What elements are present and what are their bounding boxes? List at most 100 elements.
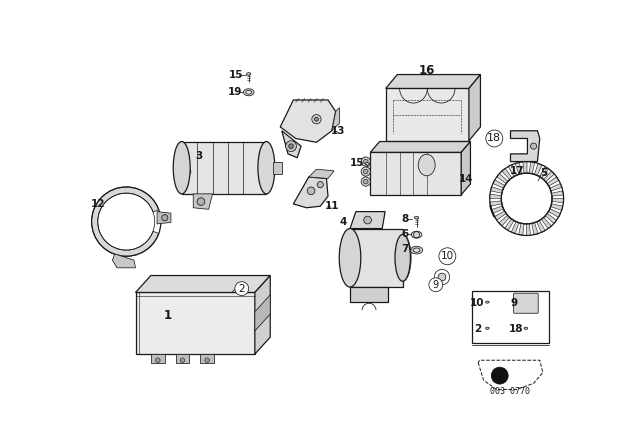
Polygon shape	[524, 327, 527, 329]
Wedge shape	[540, 167, 548, 178]
FancyBboxPatch shape	[513, 293, 538, 313]
Circle shape	[429, 278, 443, 292]
Polygon shape	[136, 276, 270, 293]
Polygon shape	[255, 276, 270, 354]
Text: 9: 9	[510, 298, 517, 308]
Wedge shape	[552, 191, 563, 196]
Circle shape	[361, 177, 371, 186]
Wedge shape	[541, 217, 552, 228]
Polygon shape	[415, 216, 419, 219]
Ellipse shape	[395, 234, 410, 281]
Text: 003 0770: 003 0770	[490, 387, 531, 396]
Text: 8: 8	[401, 214, 408, 224]
Polygon shape	[200, 354, 214, 363]
Polygon shape	[151, 354, 164, 363]
Text: 19: 19	[228, 87, 242, 97]
Circle shape	[180, 358, 185, 362]
Wedge shape	[523, 162, 527, 173]
Polygon shape	[371, 152, 461, 195]
Text: 10: 10	[441, 251, 454, 261]
Ellipse shape	[418, 154, 435, 176]
Polygon shape	[461, 142, 470, 195]
Wedge shape	[493, 180, 505, 188]
Wedge shape	[499, 215, 509, 226]
Wedge shape	[495, 211, 506, 220]
Polygon shape	[246, 73, 251, 75]
Wedge shape	[552, 198, 564, 203]
Polygon shape	[386, 74, 481, 88]
Text: 12: 12	[92, 199, 106, 209]
Wedge shape	[515, 162, 522, 174]
Polygon shape	[371, 142, 470, 152]
Circle shape	[162, 215, 168, 221]
Polygon shape	[293, 177, 328, 208]
Ellipse shape	[243, 89, 254, 96]
Wedge shape	[548, 209, 561, 217]
Circle shape	[364, 179, 368, 184]
Text: 18: 18	[509, 324, 523, 334]
Polygon shape	[113, 254, 136, 268]
Wedge shape	[543, 171, 554, 182]
Circle shape	[205, 358, 209, 362]
Circle shape	[235, 282, 249, 296]
Circle shape	[314, 117, 318, 121]
Polygon shape	[157, 211, 171, 224]
Polygon shape	[386, 88, 469, 141]
Polygon shape	[350, 228, 403, 287]
Polygon shape	[486, 301, 489, 303]
Text: 3: 3	[195, 151, 202, 161]
Circle shape	[361, 157, 371, 166]
Circle shape	[156, 358, 160, 362]
Text: 14: 14	[460, 173, 474, 184]
Text: 10: 10	[470, 298, 484, 308]
Text: 18: 18	[487, 134, 501, 143]
Polygon shape	[332, 108, 340, 131]
Wedge shape	[551, 204, 563, 210]
Wedge shape	[508, 164, 516, 177]
Polygon shape	[350, 287, 388, 302]
Polygon shape	[472, 291, 549, 343]
Ellipse shape	[173, 142, 190, 194]
Wedge shape	[529, 162, 535, 174]
Text: 9: 9	[433, 280, 439, 290]
Circle shape	[439, 248, 456, 265]
Circle shape	[501, 173, 552, 224]
Ellipse shape	[258, 142, 275, 194]
Polygon shape	[308, 169, 334, 178]
Wedge shape	[545, 213, 557, 224]
Text: 17: 17	[509, 166, 524, 176]
Ellipse shape	[410, 246, 422, 254]
Polygon shape	[282, 131, 301, 158]
Circle shape	[364, 159, 368, 164]
Circle shape	[289, 144, 293, 148]
Polygon shape	[486, 327, 489, 329]
Polygon shape	[175, 354, 189, 363]
Circle shape	[307, 187, 315, 195]
Wedge shape	[492, 206, 504, 214]
Polygon shape	[273, 162, 282, 174]
Text: 15: 15	[350, 158, 365, 168]
Text: 7: 7	[401, 244, 409, 254]
Polygon shape	[350, 211, 385, 228]
Text: 13: 13	[331, 126, 345, 136]
Circle shape	[531, 143, 537, 149]
Text: 5: 5	[540, 168, 547, 178]
Circle shape	[364, 169, 368, 174]
Wedge shape	[534, 164, 542, 176]
Ellipse shape	[413, 248, 420, 252]
Circle shape	[486, 130, 503, 147]
Text: 4: 4	[340, 217, 347, 227]
Ellipse shape	[411, 231, 422, 238]
Polygon shape	[469, 74, 481, 141]
Wedge shape	[490, 187, 502, 193]
Circle shape	[185, 168, 191, 175]
Wedge shape	[526, 224, 531, 236]
Wedge shape	[532, 223, 538, 235]
Circle shape	[492, 367, 508, 384]
Polygon shape	[365, 163, 369, 165]
Text: 6: 6	[401, 229, 408, 239]
Wedge shape	[504, 219, 514, 231]
Ellipse shape	[339, 228, 361, 287]
Circle shape	[312, 115, 321, 124]
Text: 1: 1	[164, 309, 172, 322]
